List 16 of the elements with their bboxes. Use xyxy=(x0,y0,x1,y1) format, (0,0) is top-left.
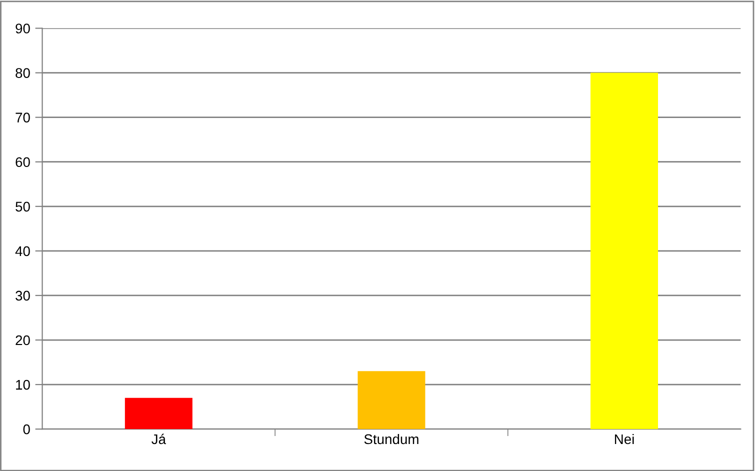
y-tick-label: 60 xyxy=(16,157,30,168)
y-tick-label: 30 xyxy=(16,290,30,301)
y-tick-label: 50 xyxy=(16,202,30,212)
bar xyxy=(590,72,658,430)
y-tick-label: 0 xyxy=(23,424,30,434)
y-tick-label: 80 xyxy=(16,68,30,78)
y-tick-label: 20 xyxy=(16,335,30,346)
y-tick-label: 70 xyxy=(16,112,30,122)
y-tick-label: 90 xyxy=(16,24,30,34)
x-tick-label: Já xyxy=(152,434,166,444)
x-tick-label: Stundum xyxy=(364,434,418,444)
y-tick-label: 40 xyxy=(15,246,30,256)
bar xyxy=(358,371,426,430)
y-tick-label: 10 xyxy=(16,380,30,390)
x-tick-label: Nei xyxy=(614,434,634,444)
bar xyxy=(124,398,192,430)
